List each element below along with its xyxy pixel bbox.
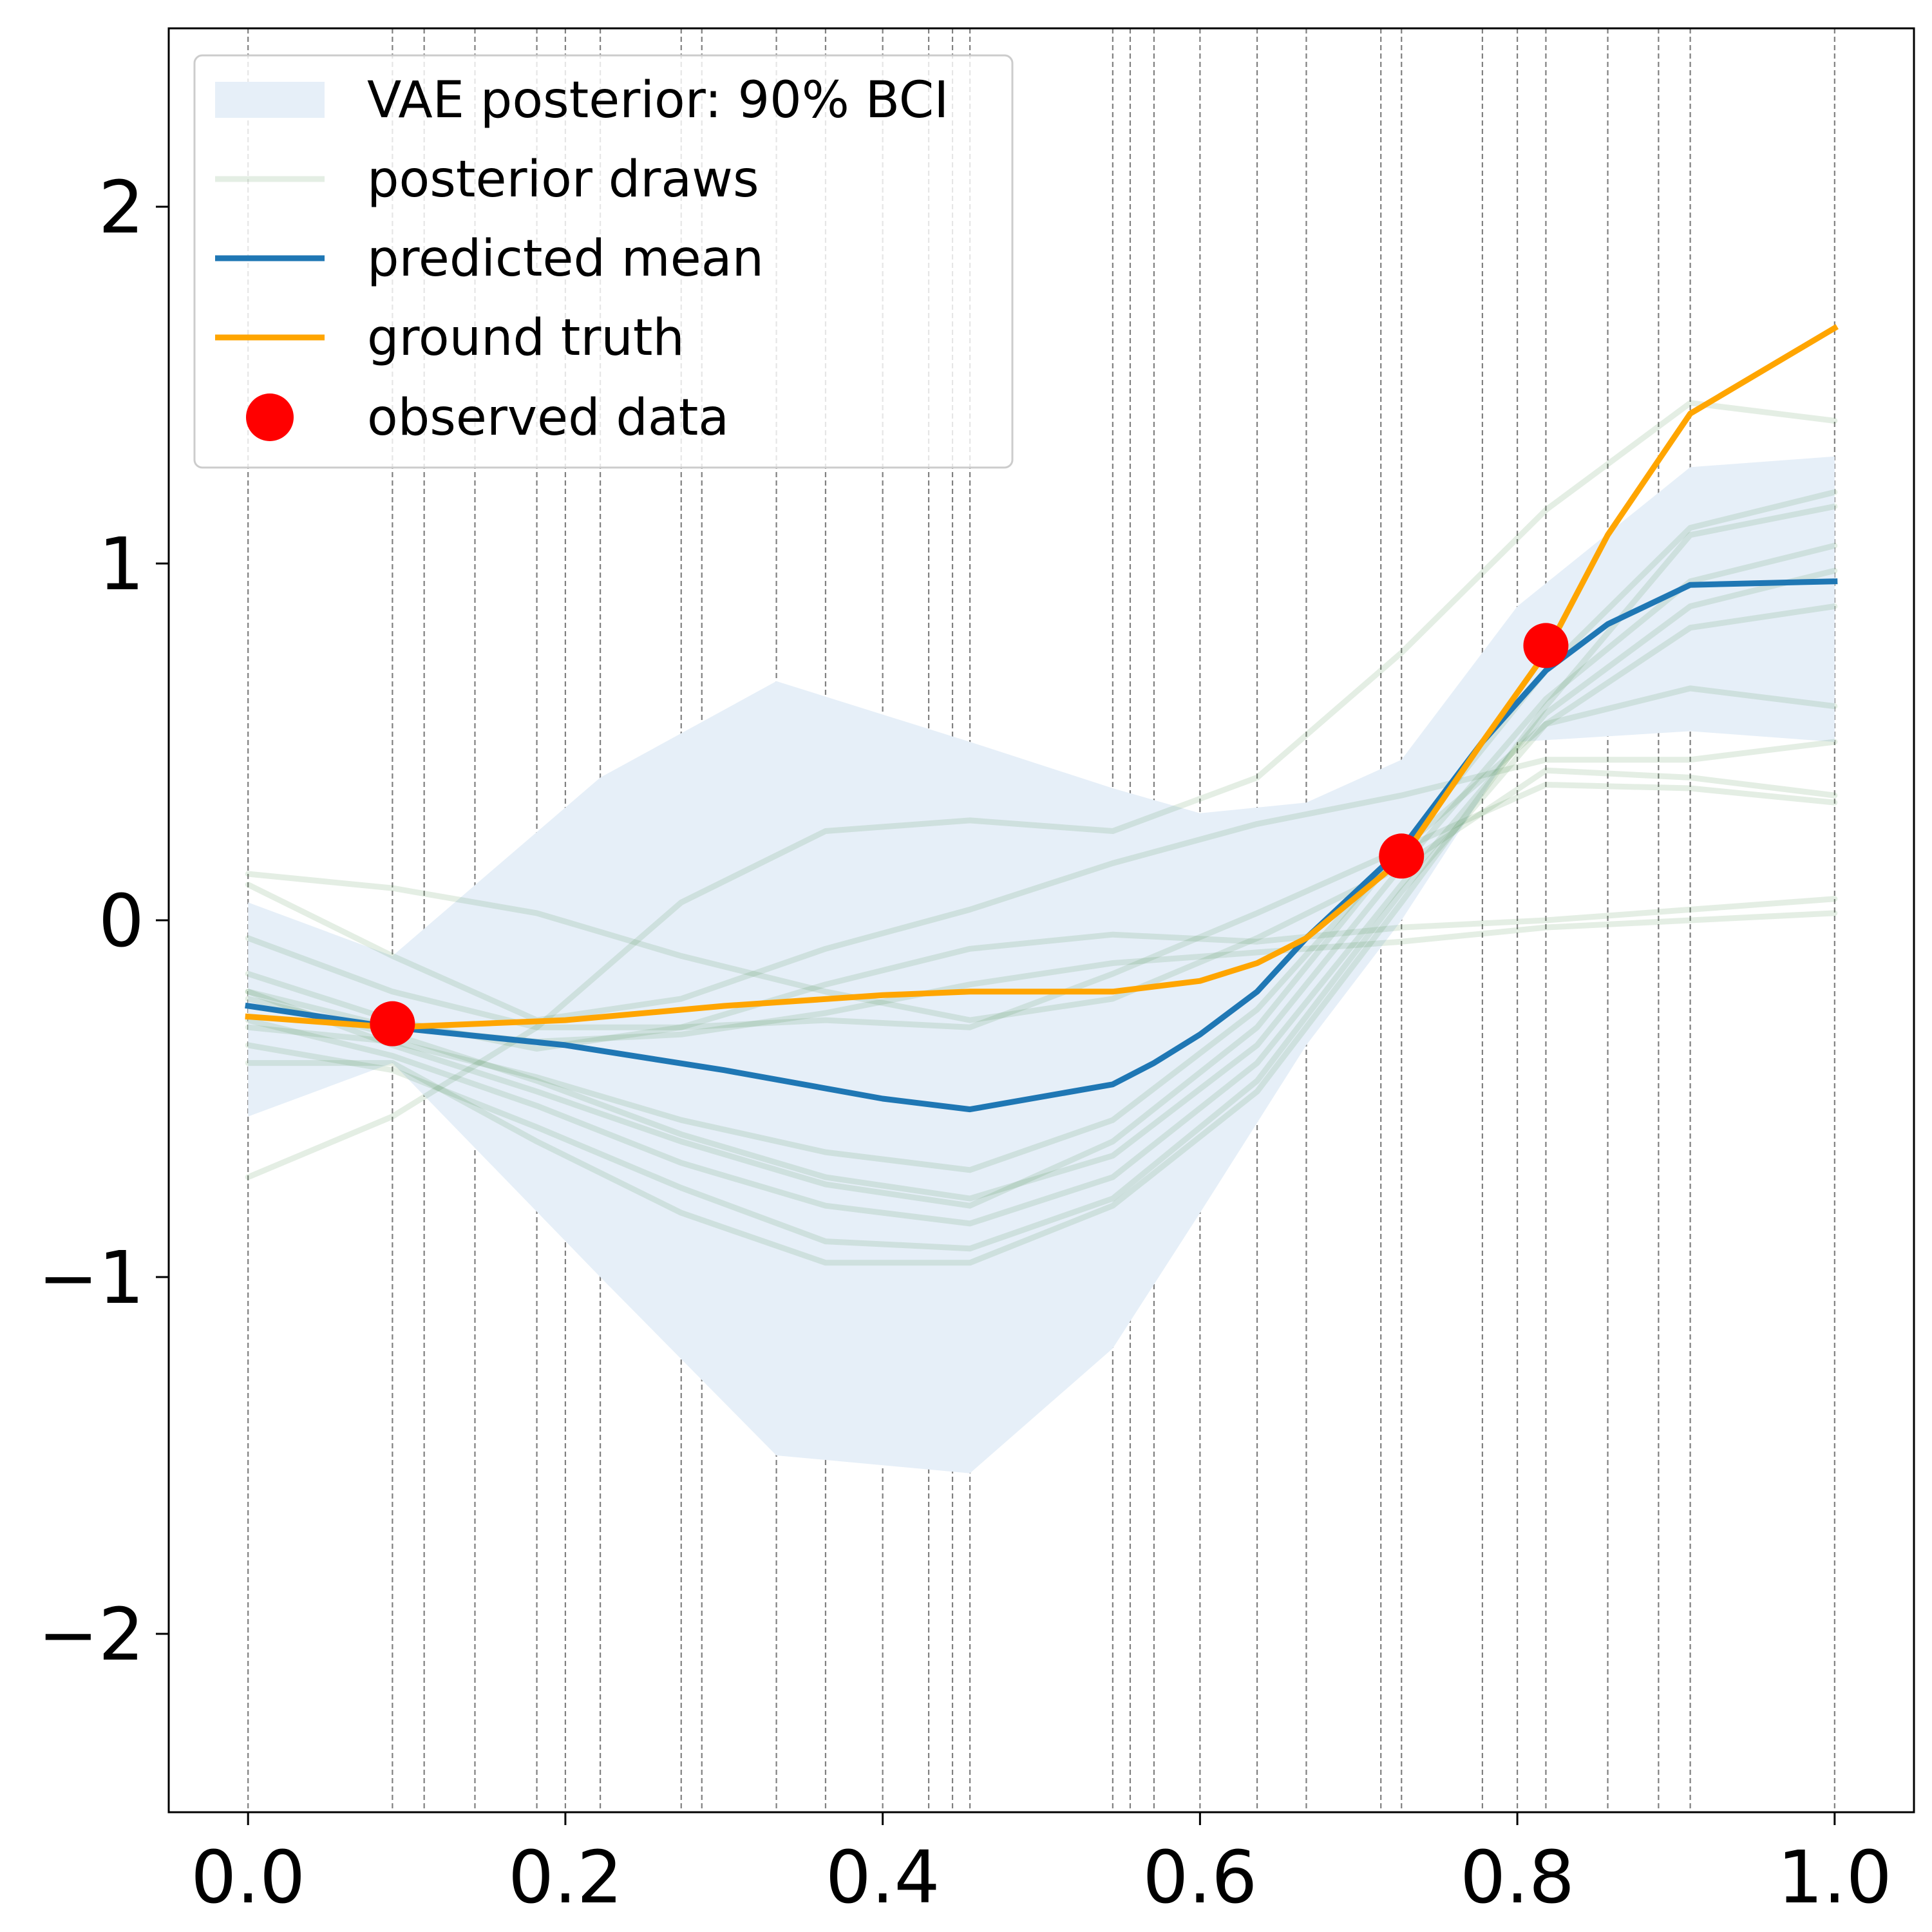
observed-data-point xyxy=(1523,623,1569,668)
posterior-draw-line xyxy=(245,489,1838,1209)
legend-swatch-observed xyxy=(246,393,294,441)
x-axis-ticks: 0.0 0.2 0.4 0.6 0.8 1.0 xyxy=(191,1812,1892,1920)
legend: VAE posterior: 90% BCI posterior draws pre… xyxy=(193,54,1014,469)
legend-label: ground truth xyxy=(367,309,685,367)
x-tick-label: 0.0 xyxy=(191,1836,305,1920)
legend-box xyxy=(193,54,1014,469)
x-tick-label: 0.6 xyxy=(1142,1836,1257,1920)
posterior-draw-line xyxy=(245,603,1838,1252)
observed-data-points xyxy=(370,623,1569,1046)
legend-label: VAE posterior: 90% BCI xyxy=(367,71,949,129)
posterior-draw-line xyxy=(245,503,1838,1266)
y-tick-label: 2 xyxy=(99,166,144,250)
observed-data-point xyxy=(1379,833,1425,879)
posterior-draw-line xyxy=(245,567,1838,1227)
y-tick-label: 0 xyxy=(99,880,144,963)
ground-truth-line xyxy=(245,324,1839,1030)
y-tick-label: −1 xyxy=(38,1236,144,1320)
y-axis-ticks: 2 1 0 −1 −2 xyxy=(38,166,169,1677)
posterior-draw-line xyxy=(245,542,1838,1202)
y-tick-label: 1 xyxy=(99,523,144,607)
posterior-draw-line xyxy=(245,685,1838,1173)
observed-data-point xyxy=(370,1001,415,1046)
posterior-draw-line xyxy=(245,739,1838,1023)
bci-band-area xyxy=(248,456,1835,1473)
x-tick-label: 1.0 xyxy=(1777,1836,1892,1920)
x-tick-label: 0.4 xyxy=(826,1836,940,1920)
y-tick-label: −2 xyxy=(38,1593,144,1677)
posterior-draw-line xyxy=(245,896,1838,1052)
credible-interval-band xyxy=(248,456,1835,1473)
legend-label: posterior draws xyxy=(367,151,759,209)
predicted-mean-line xyxy=(245,578,1838,1113)
x-tick-label: 0.8 xyxy=(1460,1836,1575,1920)
series-lines xyxy=(245,324,1839,1113)
x-tick-label: 0.2 xyxy=(508,1836,623,1920)
legend-swatch-band xyxy=(215,82,325,118)
legend-label: observed data xyxy=(367,389,729,447)
legend-label: predicted mean xyxy=(367,230,764,288)
posterior-draw-line xyxy=(245,767,1838,1023)
